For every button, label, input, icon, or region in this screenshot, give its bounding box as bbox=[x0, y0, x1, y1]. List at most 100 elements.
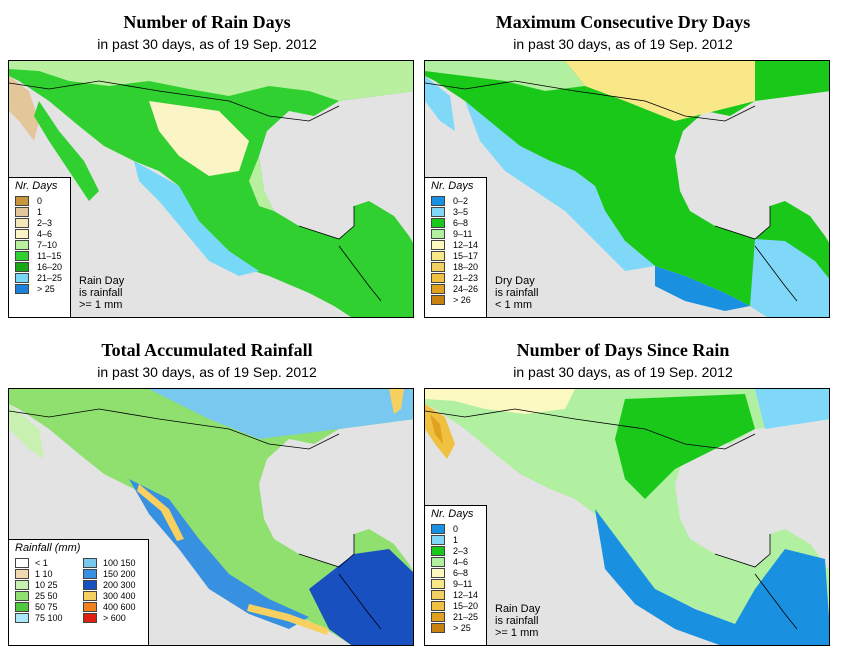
legend-label: 0 bbox=[37, 195, 43, 206]
legend-swatch bbox=[431, 600, 445, 611]
map-note: Rain Day is rainfall >= 1 mm bbox=[495, 603, 541, 639]
panel-subtitle: in past 30 days, as of 19 Sep. 2012 bbox=[513, 364, 733, 380]
legend-swatch bbox=[431, 206, 445, 217]
panel-title: Number of Days Since Rain bbox=[516, 340, 730, 360]
legend-rain-days: Nr. Days 0 1 2–3 4–6 7–10 11–15 16–20 21… bbox=[9, 177, 71, 317]
legend-swatch bbox=[431, 567, 445, 578]
legend-label: < 1 bbox=[35, 557, 48, 568]
legend-row: 21–25 bbox=[425, 611, 486, 622]
legend-swatch bbox=[15, 590, 29, 601]
legend-row: 18–20 bbox=[425, 261, 486, 272]
legend-row: 1 bbox=[9, 206, 70, 217]
legend-swatch bbox=[15, 228, 29, 239]
legend-swatch bbox=[431, 534, 445, 545]
legend-swatch bbox=[431, 589, 445, 600]
legend-label: 0 bbox=[453, 523, 459, 534]
legend-row: 4–6 bbox=[425, 556, 486, 567]
legend-swatch bbox=[431, 622, 445, 633]
map-graphic bbox=[425, 61, 829, 317]
map-note: Dry Day is rainfall < 1 mm bbox=[495, 275, 539, 311]
legend-row: 24–26 bbox=[425, 283, 486, 294]
legend-row: 25 50 bbox=[9, 590, 77, 601]
legend-row: > 26 bbox=[425, 294, 486, 305]
legend-label: 50 75 bbox=[35, 601, 58, 612]
legend-row: 7–10 bbox=[9, 239, 70, 250]
legend-label: 2–3 bbox=[37, 217, 53, 228]
legend-row: 15–20 bbox=[425, 600, 486, 611]
map-graphic bbox=[9, 61, 413, 317]
legend-row: 12–14 bbox=[425, 589, 486, 600]
legend-row: 15–17 bbox=[425, 250, 486, 261]
legend-row: 6–8 bbox=[425, 217, 486, 228]
legend-swatch bbox=[15, 283, 29, 294]
legend-swatch bbox=[431, 195, 445, 206]
legend-label: 9–11 bbox=[453, 228, 473, 239]
legend-swatch bbox=[83, 612, 97, 623]
legend-swatch bbox=[15, 272, 29, 283]
map-note: Rain Day is rainfall >= 1 mm bbox=[79, 275, 125, 311]
legend-row: < 1 bbox=[9, 557, 77, 568]
legend-label: 200 300 bbox=[103, 579, 136, 590]
legend-row: 11–15 bbox=[9, 250, 70, 261]
legend-label: 400 600 bbox=[103, 601, 136, 612]
legend-swatch bbox=[15, 261, 29, 272]
legend-swatch bbox=[431, 283, 445, 294]
legend-row: 1 bbox=[425, 534, 486, 545]
legend-label: 25 50 bbox=[35, 590, 58, 601]
panel-total-rainfall: Total Accumulated Rainfall in past 30 da… bbox=[0, 328, 414, 646]
legend-row: 150 200 bbox=[77, 568, 145, 579]
legend-label: 21–23 bbox=[453, 272, 479, 283]
legend-swatch bbox=[15, 206, 29, 217]
legend-label: 15–17 bbox=[453, 250, 479, 261]
legend-swatch bbox=[15, 217, 29, 228]
legend-swatch bbox=[83, 579, 97, 590]
legend-swatch bbox=[83, 557, 97, 568]
map-rain-days: Nr. Days 0 1 2–3 4–6 7–10 11–15 16–20 21… bbox=[8, 60, 414, 318]
legend-row: 75 100 bbox=[9, 612, 77, 623]
legend-row: 0 bbox=[9, 195, 70, 206]
map-days-since-rain: Nr. Days 0 1 2–3 4–6 6–8 9–11 12–14 15–2… bbox=[424, 388, 830, 646]
legend-label: 11–15 bbox=[37, 250, 62, 261]
legend-label: 16–20 bbox=[37, 261, 63, 272]
legend-swatch bbox=[431, 228, 445, 239]
legend-row: 1 10 bbox=[9, 568, 77, 579]
legend-label: 9–11 bbox=[453, 578, 473, 589]
legend-title: Rainfall (mm) bbox=[15, 542, 81, 554]
legend-title: Nr. Days bbox=[431, 508, 474, 520]
map-graphic bbox=[425, 389, 829, 645]
legend-row: 0 bbox=[425, 523, 486, 534]
legend-label: 21–25 bbox=[453, 611, 479, 622]
legend-row: 50 75 bbox=[9, 601, 77, 612]
legend-swatch bbox=[431, 250, 445, 261]
panel-dry-days: Maximum Consecutive Dry Days in past 30 … bbox=[416, 0, 830, 318]
panel-title: Total Accumulated Rainfall bbox=[101, 340, 313, 360]
legend-row: 10 25 bbox=[9, 579, 77, 590]
legend-row: 400 600 bbox=[77, 601, 145, 612]
legend-label: 1 bbox=[453, 534, 459, 545]
legend-label: 6–8 bbox=[453, 217, 469, 228]
legend-swatch bbox=[83, 590, 97, 601]
legend-row: 200 300 bbox=[77, 579, 145, 590]
legend-swatch bbox=[431, 294, 445, 305]
legend-label: 4–6 bbox=[453, 556, 469, 567]
panel-rain-days: Number of Rain Days in past 30 days, as … bbox=[0, 0, 414, 318]
legend-label: 12–14 bbox=[453, 239, 479, 250]
legend-dry-days: Nr. Days 0–2 3–5 6–8 9–11 12–14 15–17 18… bbox=[425, 177, 487, 317]
legend-label: 0–2 bbox=[453, 195, 469, 206]
legend-title: Nr. Days bbox=[431, 180, 474, 192]
legend-row: 100 150 bbox=[77, 557, 145, 568]
legend-title: Nr. Days bbox=[15, 180, 58, 192]
legend-label: 12–14 bbox=[453, 589, 479, 600]
legend-label: 7–10 bbox=[37, 239, 58, 250]
legend-label: 300 400 bbox=[103, 590, 136, 601]
legend-swatch bbox=[15, 612, 29, 623]
legend-label: 1 bbox=[37, 206, 43, 217]
legend-swatch bbox=[431, 545, 445, 556]
legend-days-since-rain: Nr. Days 0 1 2–3 4–6 6–8 9–11 12–14 15–2… bbox=[425, 505, 487, 645]
legend-swatch bbox=[431, 578, 445, 589]
legend-total-rainfall: Rainfall (mm) < 1 1 10 10 25 25 50 50 75… bbox=[9, 539, 149, 645]
legend-row: 3–5 bbox=[425, 206, 486, 217]
legend-label: 75 100 bbox=[35, 612, 63, 623]
legend-label: 24–26 bbox=[453, 283, 479, 294]
panel-subtitle: in past 30 days, as of 19 Sep. 2012 bbox=[97, 36, 317, 52]
